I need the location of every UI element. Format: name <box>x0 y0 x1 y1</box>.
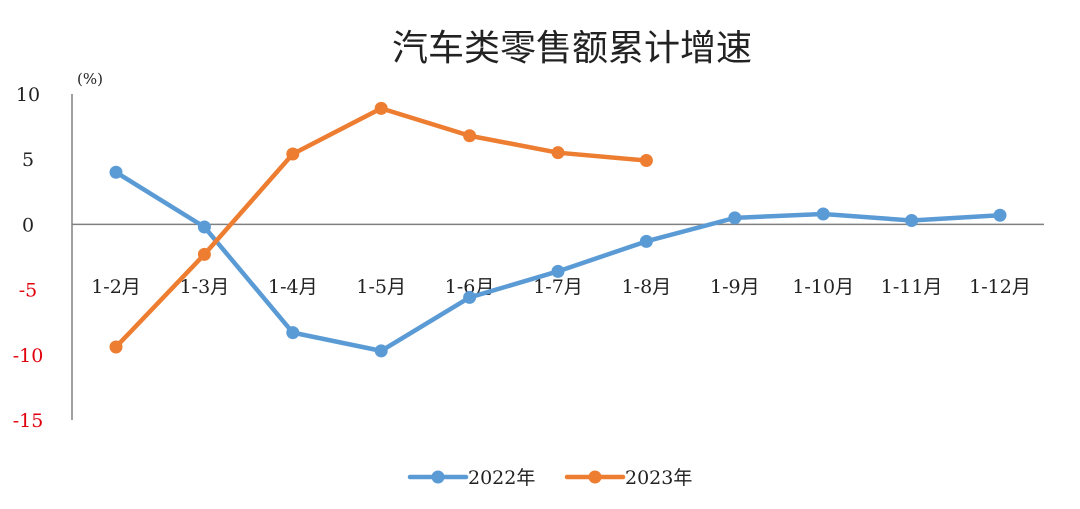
x-tick-label: 1-2月 <box>91 276 141 298</box>
data-point <box>463 290 477 304</box>
data-point <box>728 211 742 225</box>
legend-label: 2022年 <box>468 467 535 489</box>
data-point <box>286 147 300 161</box>
data-point <box>197 220 211 234</box>
x-ticks: 1-2月 1-3月 1-4月 1-5月 1-6月 1-7月 1-8月 1-9月 1-10月 1-1… <box>91 276 1031 298</box>
x-tick-label: 1-9月 <box>710 276 760 298</box>
x-tick-label: 1-3月 <box>180 276 230 298</box>
legend-marker <box>588 470 602 484</box>
x-tick-label: 1-4月 <box>268 276 318 298</box>
legend-marker <box>431 470 445 484</box>
y-tick-label: -5 <box>19 280 38 302</box>
data-point <box>905 213 919 227</box>
x-tick-label: 1-7月 <box>533 276 583 298</box>
data-point <box>993 208 1007 222</box>
x-tick-label: 1-11月 <box>881 276 943 298</box>
y-tick-label: 10 <box>16 84 40 106</box>
x-tick-label: 1-10月 <box>792 276 854 298</box>
data-point <box>639 234 653 248</box>
data-point <box>286 326 300 340</box>
legend: 2022年 2023年 <box>407 467 692 489</box>
x-tick-label: 1-8月 <box>622 276 672 298</box>
data-point <box>463 129 477 143</box>
data-point <box>551 264 565 278</box>
data-point <box>374 344 388 358</box>
legend-label: 2023年 <box>625 467 692 489</box>
data-point <box>551 146 565 160</box>
data-point <box>816 207 830 221</box>
data-point <box>109 165 123 179</box>
data-point <box>197 247 211 261</box>
y-ticks: 10 5 0 -5 -10 -15 <box>13 84 44 432</box>
data-point <box>109 340 123 354</box>
series-line-2 <box>113 106 649 350</box>
x-tick-label: 1-12月 <box>969 276 1031 298</box>
y-tick-label: 5 <box>22 149 34 171</box>
x-tick-label: 1-5月 <box>356 276 406 298</box>
y-tick-label: 0 <box>22 214 34 236</box>
series-layer <box>109 101 1007 358</box>
data-point <box>639 154 653 168</box>
series-line-1 <box>113 169 1003 354</box>
y-tick-label: -10 <box>13 345 44 367</box>
y-tick-label: -15 <box>13 410 44 432</box>
chart-title: 汽车类零售额累计增速 <box>392 28 752 69</box>
y-axis-unit: (%) <box>77 70 103 88</box>
data-point <box>374 101 388 115</box>
